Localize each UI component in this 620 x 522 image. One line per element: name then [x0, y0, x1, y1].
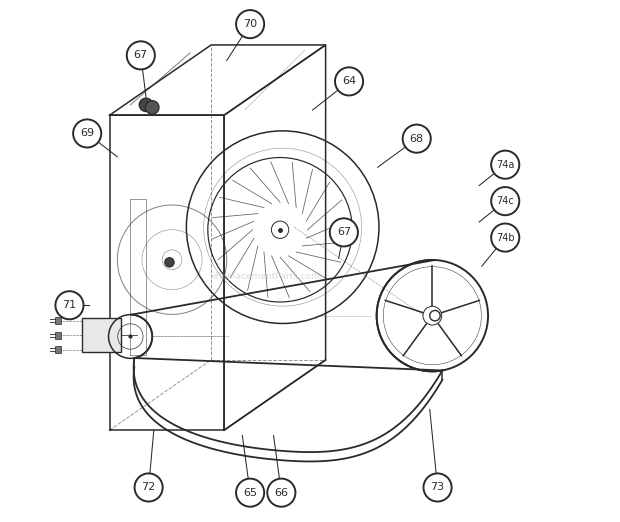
FancyBboxPatch shape [82, 318, 121, 352]
Text: 72: 72 [141, 482, 156, 492]
Circle shape [73, 120, 101, 148]
Circle shape [491, 187, 520, 215]
Bar [55, 317, 61, 324]
Circle shape [272, 221, 289, 239]
Circle shape [267, 479, 295, 507]
Text: 68: 68 [410, 134, 424, 144]
Text: 74b: 74b [496, 233, 515, 243]
Circle shape [140, 98, 153, 112]
Bar [55, 331, 61, 339]
Text: 64: 64 [342, 76, 356, 86]
Circle shape [330, 218, 358, 246]
Circle shape [126, 41, 155, 69]
Circle shape [236, 479, 264, 507]
Text: 65: 65 [243, 488, 257, 497]
Circle shape [423, 306, 441, 325]
Circle shape [335, 67, 363, 96]
Circle shape [402, 125, 431, 153]
Text: eReplacementParts.com: eReplacementParts.com [211, 272, 321, 281]
Text: 69: 69 [80, 128, 94, 138]
Text: 74c: 74c [497, 196, 514, 206]
Text: 71: 71 [63, 300, 76, 310]
Text: 66: 66 [275, 488, 288, 497]
Text: 73: 73 [430, 482, 445, 492]
Circle shape [146, 101, 159, 114]
Circle shape [491, 223, 520, 252]
Circle shape [491, 151, 520, 179]
Text: 70: 70 [243, 19, 257, 29]
Circle shape [423, 473, 451, 502]
Text: 74a: 74a [496, 160, 515, 170]
Bar [55, 346, 61, 353]
Circle shape [430, 311, 440, 321]
Text: 67: 67 [337, 228, 351, 238]
Text: 67: 67 [134, 50, 148, 61]
Circle shape [236, 10, 264, 38]
Circle shape [55, 291, 84, 319]
Circle shape [135, 473, 162, 502]
Circle shape [165, 258, 174, 267]
